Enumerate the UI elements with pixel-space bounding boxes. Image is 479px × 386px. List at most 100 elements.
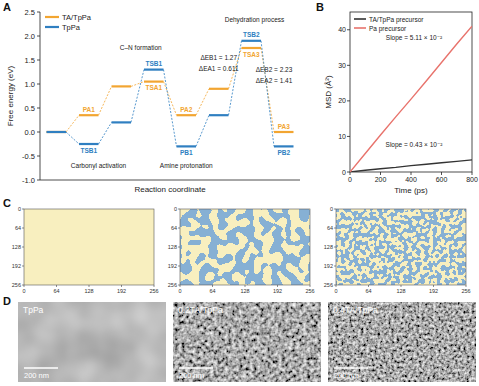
energy-level <box>47 131 67 133</box>
x-tick <box>380 172 381 175</box>
annotation: ΔEB1 = 1.27 <box>200 54 237 61</box>
y-tick-label: 256 <box>168 282 177 288</box>
y-tick <box>178 247 180 248</box>
y-tick <box>37 132 40 133</box>
connector <box>164 82 177 116</box>
y-tick <box>334 285 336 286</box>
phase-field-pattern <box>336 209 466 285</box>
x-tick-label: 192 <box>117 288 126 294</box>
panel-label: C <box>3 197 11 209</box>
energy-level <box>79 143 99 145</box>
energy-level <box>209 88 229 90</box>
y-tick-label: 0 <box>18 206 21 212</box>
x-tick <box>154 285 155 287</box>
series-line <box>350 160 472 172</box>
connector <box>164 70 177 147</box>
y-tick-label: -1.0 <box>22 176 35 185</box>
y-tick <box>334 266 336 267</box>
x-tick-label: 256 <box>305 288 314 294</box>
plot-area <box>350 26 472 172</box>
phase-field-image <box>24 209 154 285</box>
x-tick-label: 0 <box>22 288 25 294</box>
y-axis <box>40 12 41 180</box>
legend-swatch <box>354 18 366 20</box>
y-tick-label: 0.5 <box>25 104 35 113</box>
scale-bar <box>24 367 58 369</box>
point-label: TSA1 <box>145 84 162 91</box>
y-tick-label: 192 <box>12 263 21 269</box>
plot-frame <box>350 12 472 172</box>
x-tick <box>89 285 90 287</box>
y-tick-label: 128 <box>324 244 333 250</box>
connector <box>261 41 274 147</box>
connector <box>131 70 144 123</box>
sem-label: TpPa <box>23 305 44 315</box>
point-label: PA3 <box>278 123 291 130</box>
series-line <box>350 26 472 172</box>
scale-bar <box>334 367 368 369</box>
x-axis <box>40 180 300 181</box>
y-tick <box>37 60 40 61</box>
phase-field-pattern <box>180 209 310 285</box>
y-label: Free energy (eV) <box>6 65 15 126</box>
x-tick <box>441 172 442 175</box>
panel-label: B <box>316 1 324 13</box>
y-tick <box>178 228 180 229</box>
y-tick-label: 10 <box>338 133 346 140</box>
y-tick <box>37 180 40 181</box>
y-tick-label: 30 <box>338 62 346 69</box>
y-tick-label: 256 <box>324 282 333 288</box>
x-tick <box>121 285 122 287</box>
y-tick <box>334 228 336 229</box>
connector <box>229 41 242 115</box>
y-tick <box>22 247 24 248</box>
y-tick <box>347 100 350 101</box>
x-tick <box>212 285 213 287</box>
energy-level <box>242 40 262 42</box>
energy-level <box>274 145 294 147</box>
plot-area <box>47 41 294 147</box>
y-tick <box>334 247 336 248</box>
energy-level <box>144 80 164 82</box>
x-tick-label: 600 <box>436 176 448 183</box>
x-tick <box>245 285 246 287</box>
x-tick <box>472 172 473 175</box>
legend-swatch <box>354 27 366 29</box>
point-label: PA1 <box>83 106 96 113</box>
x-tick <box>368 285 369 287</box>
y-tick-label: 40 <box>338 26 346 33</box>
x-tick-label: 192 <box>429 288 438 294</box>
y-tick-label: 192 <box>168 263 177 269</box>
y-tick-label: 256 <box>12 282 21 288</box>
point-label: PA2 <box>180 106 193 113</box>
energy-level <box>112 85 132 87</box>
energy-level <box>177 145 197 147</box>
connector <box>66 132 79 144</box>
x-tick-label: 192 <box>273 288 282 294</box>
x-tick <box>310 285 311 287</box>
y-tick-label: 0 <box>330 206 333 212</box>
panel-label: D <box>3 295 11 307</box>
scale-bar-label: 200 nm <box>334 371 359 380</box>
x-tick-label: 256 <box>149 288 158 294</box>
energy-level <box>274 131 294 133</box>
x-tick-label: 64 <box>209 288 215 294</box>
connector <box>99 122 112 144</box>
y-tick <box>37 156 40 157</box>
x-tick-label: 0 <box>348 176 352 183</box>
scale-bar <box>179 367 213 369</box>
y-tick <box>22 285 24 286</box>
y-tick-label: 128 <box>12 244 21 250</box>
energy-level <box>112 121 132 123</box>
y-tick-label: 20 <box>338 97 346 104</box>
energy-level <box>144 68 164 70</box>
x-tick <box>466 285 467 287</box>
y-tick-label: 1.5 <box>25 56 35 65</box>
x-tick-label: 200 <box>375 176 387 183</box>
sem-image <box>173 302 321 382</box>
y-tick <box>178 266 180 267</box>
x-tick-label: 64 <box>53 288 59 294</box>
image-frame <box>180 209 310 285</box>
y-tick-label: 2.5 <box>25 8 35 17</box>
legend-label: TA/TpPa <box>62 13 92 22</box>
